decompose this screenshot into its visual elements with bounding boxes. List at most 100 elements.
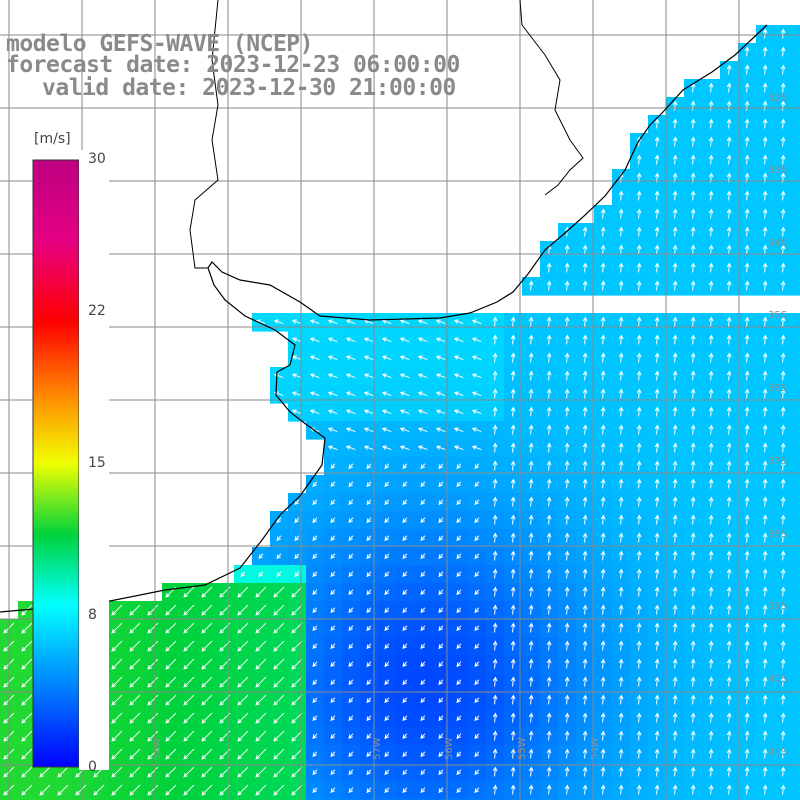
wind-arrow (708, 388, 714, 399)
wind-arrow (762, 154, 768, 165)
wind-arrow (672, 532, 678, 543)
wind-arrow (366, 535, 372, 542)
speed-cell (792, 115, 800, 134)
wind-arrow (435, 445, 446, 451)
wind-arrow (726, 568, 732, 579)
wind-arrow (420, 697, 426, 704)
speed-cell (792, 187, 800, 206)
wind-arrow (255, 586, 267, 598)
wind-arrow (564, 766, 570, 777)
wind-arrow (402, 697, 408, 704)
wind-arrow (708, 136, 714, 147)
speed-cell (792, 547, 800, 566)
wind-arrow (312, 733, 318, 740)
wind-arrow (183, 676, 195, 688)
wind-arrow (345, 409, 356, 415)
wind-arrow (273, 676, 285, 688)
wind-arrow (636, 208, 642, 219)
wind-arrow (273, 658, 285, 670)
wind-arrow (366, 715, 372, 722)
wind-arrow (456, 517, 462, 524)
wind-arrow (165, 784, 177, 796)
wind-arrow (399, 391, 410, 397)
wind-arrow (708, 352, 714, 363)
wind-arrow (708, 118, 714, 129)
wind-arrow (366, 643, 372, 650)
wind-arrow (762, 478, 768, 489)
wind-arrow (165, 676, 177, 688)
wind-arrow (672, 118, 678, 129)
wind-arrow (708, 370, 714, 381)
wind-arrow (309, 391, 320, 397)
wind-arrow (474, 463, 480, 470)
wind-arrow (474, 697, 480, 704)
wind-arrow (471, 337, 482, 343)
wind-arrow (291, 604, 303, 616)
wind-arrow (420, 499, 426, 506)
wind-arrow (708, 442, 714, 453)
wind-arrow (780, 118, 786, 129)
wind-arrow (618, 532, 624, 543)
wind-arrow (780, 28, 786, 39)
wind-arrow (183, 766, 195, 778)
wind-arrow (582, 586, 588, 597)
wind-arrows (3, 28, 786, 796)
wind-arrow (690, 694, 696, 705)
wind-arrow (492, 568, 498, 579)
wind-arrow (309, 319, 320, 325)
wind-arrow (384, 715, 390, 722)
wind-arrow (672, 676, 678, 687)
wind-arrow (672, 370, 678, 381)
wind-arrow (237, 748, 249, 760)
wind-arrow (636, 424, 642, 435)
wind-arrow (438, 535, 444, 542)
wind-arrow (492, 622, 498, 633)
wind-arrow (417, 355, 428, 361)
wind-arrow (510, 442, 516, 453)
wind-arrow (384, 607, 390, 614)
wind-arrow (384, 535, 390, 542)
wind-arrow (348, 769, 354, 776)
wind-arrow (690, 532, 696, 543)
wind-arrow (582, 766, 588, 777)
wind-arrow (453, 409, 464, 415)
wind-arrow (600, 226, 606, 237)
wind-arrow (618, 280, 624, 291)
wind-arrow (21, 658, 33, 670)
wind-arrow (564, 370, 570, 381)
wind-arrow (762, 226, 768, 237)
wind-arrow (348, 589, 354, 596)
wind-arrow (672, 154, 678, 165)
speed-cell (792, 565, 800, 584)
wind-arrow (492, 748, 498, 759)
wind-arrow (492, 496, 498, 507)
wind-arrow (474, 535, 480, 542)
wind-arrow (564, 586, 570, 597)
wind-arrow (345, 355, 356, 361)
wind-arrow (654, 694, 660, 705)
wind-arrow (618, 424, 624, 435)
wind-arrow (744, 676, 750, 687)
wind-arrow (528, 730, 534, 741)
wind-arrow (291, 586, 303, 598)
wind-arrow (129, 712, 141, 724)
wind-arrow (312, 697, 318, 704)
wind-arrow (780, 316, 786, 327)
wind-arrow (636, 514, 642, 525)
wind-arrow (435, 427, 446, 433)
wind-arrow (762, 784, 768, 795)
wind-arrow (546, 496, 552, 507)
wind-arrow (474, 679, 480, 686)
wind-arrow (330, 625, 336, 632)
wind-arrow (471, 445, 482, 451)
wind-arrow (420, 751, 426, 758)
wind-arrow (762, 514, 768, 525)
wind-arrow (528, 388, 534, 399)
wind-arrow (381, 445, 392, 451)
wind-arrow (456, 661, 462, 668)
wind-arrow (654, 334, 660, 345)
wind-arrow (618, 730, 624, 741)
speed-cell (792, 727, 800, 746)
wind-arrow (201, 748, 213, 760)
